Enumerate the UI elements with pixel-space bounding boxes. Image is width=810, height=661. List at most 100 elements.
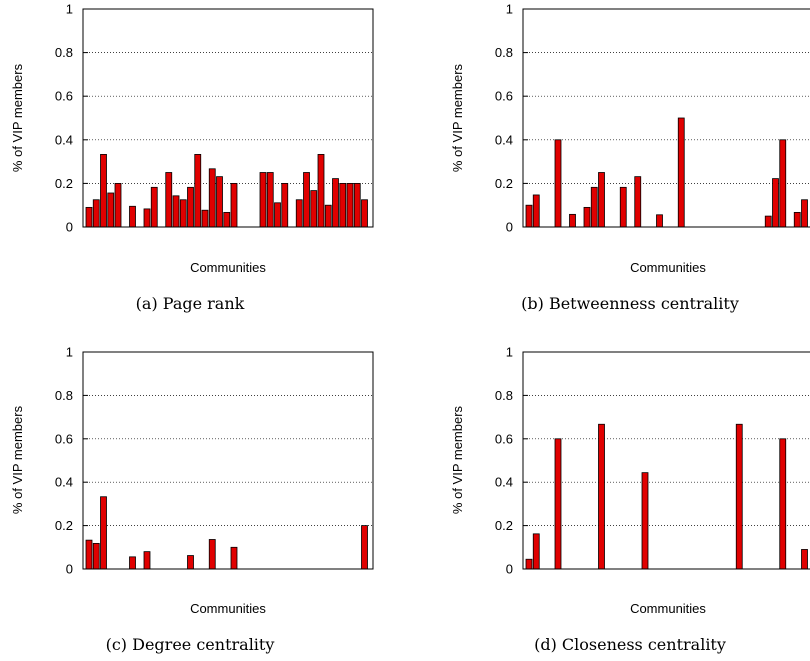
- panel-c-bar: [361, 525, 368, 570]
- panel-c-xlabel: Communities: [190, 601, 266, 616]
- panel-c-ytick-label: 0: [66, 562, 73, 577]
- panel-a-bar: [274, 202, 281, 228]
- panel-b-ytick-label: 0.4: [495, 132, 513, 147]
- panel-b-bar: [793, 211, 801, 228]
- panel-a-bar: [361, 199, 368, 228]
- panel-b-ylabel: % of VIP members: [450, 63, 465, 172]
- panel-a-bar: [172, 195, 180, 228]
- panel-b-bar: [779, 139, 787, 228]
- panel-b-bar: [677, 117, 685, 228]
- panel-c-bar: [230, 546, 238, 570]
- panel-d-bar: [532, 533, 540, 570]
- panel-a-bar: [107, 192, 115, 228]
- panel-d-ytick-label: 0.8: [495, 388, 513, 403]
- panel-a-bar: [324, 204, 332, 228]
- panel-d-bar: [779, 438, 787, 570]
- panel-b-bar: [619, 186, 627, 228]
- panel-b-ytick-label: 0: [506, 220, 513, 235]
- panel-c-caption: (c) Degree centrality: [106, 635, 275, 654]
- panel-a-bar: [201, 209, 209, 228]
- panel-a-bar: [317, 154, 325, 228]
- panel-d-bar: [641, 472, 649, 570]
- panel-d-bar: [598, 423, 605, 570]
- panel-a-bar: [143, 208, 151, 228]
- panel-b-bar: [569, 213, 576, 228]
- panel-b-bar: [525, 204, 533, 228]
- panel-a-bar: [310, 190, 318, 228]
- panel-a-bar: [266, 172, 274, 228]
- panel-d-ylabel: % of VIP members: [450, 405, 465, 514]
- panel-a-bar: [230, 182, 238, 228]
- panel-a-plot-frame: [82, 8, 374, 228]
- panel-b-caption: (b) Betweenness centrality: [521, 294, 739, 313]
- panel-a-ytick-label: 0.8: [55, 45, 73, 60]
- panel-a-bar: [194, 154, 202, 228]
- panel-c-ytick-label: 0.4: [55, 475, 73, 490]
- panel-a-bar: [346, 182, 354, 228]
- panel-b-bar: [764, 215, 772, 228]
- panel-b-plot-frame: [522, 8, 810, 228]
- panel-a-xlabel: Communities: [190, 260, 266, 275]
- panel-d-bar: [525, 558, 533, 570]
- panel-a-bar: [165, 172, 173, 228]
- panel-c-ytick-label: 0.2: [55, 518, 73, 533]
- panel-c-bar: [85, 539, 93, 570]
- panel-b-ytick-label: 1: [506, 2, 513, 17]
- panel-c-bar: [143, 551, 151, 570]
- panel-a-ytick-label: 0.6: [55, 89, 73, 104]
- panel-a-bar: [100, 154, 107, 228]
- panel-c-bar: [100, 496, 107, 570]
- panel-b-bar: [801, 199, 808, 228]
- panel-c-bar: [208, 539, 216, 570]
- panel-b-bar: [772, 178, 779, 228]
- panel-d-ytick-label: 0.2: [495, 518, 513, 533]
- panel-b-bar: [554, 139, 562, 228]
- panel-b-bar: [598, 172, 605, 228]
- panel-c-ytick-label: 1: [66, 345, 73, 360]
- panel-a-ytick-label: 0.2: [55, 176, 73, 191]
- panel-d-bar: [735, 423, 743, 570]
- panel-b-xlabel: Communities: [630, 260, 706, 275]
- panel-d-bar: [801, 549, 808, 570]
- panel-a-bar: [208, 168, 216, 228]
- panel-a-bar: [85, 206, 93, 228]
- panel-d-plot-frame: [522, 351, 810, 570]
- panel-a-bar: [303, 172, 310, 228]
- panel-c-bar: [129, 556, 136, 570]
- panel-b-ytick-label: 0.8: [495, 45, 513, 60]
- panel-a-bar: [295, 199, 303, 228]
- panel-a-bar: [223, 211, 231, 228]
- panel-a-bar: [332, 178, 339, 228]
- panel-c-ytick-label: 0.6: [55, 431, 73, 446]
- panel-a-bar: [281, 182, 289, 228]
- panel-b-bar: [634, 176, 642, 228]
- panel-c-ylabel: % of VIP members: [10, 405, 25, 514]
- panel-d-xlabel: Communities: [630, 601, 706, 616]
- panel-c-bar: [92, 542, 100, 570]
- panel-d-ytick-label: 0: [506, 562, 513, 577]
- panel-a-bar: [150, 186, 158, 228]
- panel-b-bar: [590, 186, 598, 228]
- panel-a-bar: [92, 199, 100, 228]
- panel-b-ytick-label: 0.2: [495, 176, 513, 191]
- panel-a-bar: [339, 182, 347, 228]
- panel-a-ytick-label: 0.4: [55, 132, 73, 147]
- panel-b-bar: [656, 214, 663, 228]
- panel-d-ytick-label: 0.4: [495, 475, 513, 490]
- panel-b-bar: [583, 206, 591, 228]
- panel-a-caption: (a) Page rank: [136, 294, 245, 313]
- panel-a-ytick-label: 1: [66, 2, 73, 17]
- panel-a-bar: [179, 199, 187, 228]
- panel-a-bar: [187, 186, 194, 228]
- panel-a-bar: [129, 205, 136, 228]
- panel-c-bar: [187, 555, 194, 570]
- panel-a-bar: [114, 182, 122, 228]
- panel-d-bar: [554, 438, 562, 570]
- panel-d-ytick-label: 0.6: [495, 431, 513, 446]
- panel-a-bar: [216, 176, 223, 228]
- panel-c-ytick-label: 0.8: [55, 388, 73, 403]
- panel-c-plot-frame: [82, 351, 374, 570]
- panel-d-caption: (d) Closeness centrality: [534, 635, 726, 654]
- panel-b-bar: [532, 194, 540, 228]
